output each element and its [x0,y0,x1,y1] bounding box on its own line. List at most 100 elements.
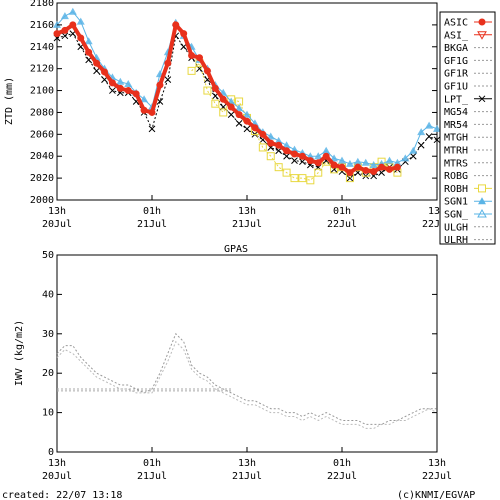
legend-label: MTRS [444,158,468,169]
data-point [283,147,291,155]
y-tick-label: 2160 [30,20,54,31]
x-tick-label-date: 21Jul [232,219,262,230]
legend-label: MTGH [444,133,468,144]
data-point [370,168,378,176]
data-point [338,156,346,164]
data-point [203,67,211,75]
legend-item-asi_: ASI_ [444,30,492,41]
legend-label: LPT_ [444,94,469,105]
data-point [172,21,180,29]
iwv-plot-frame [56,254,438,453]
created-timestamp: created: 22/07 13:18 [2,490,122,500]
data-point [346,169,354,177]
data-point [116,77,125,85]
data-point [235,111,243,119]
ztd-series-group [53,7,441,185]
iwv-panel: GPAS 0 10 20 30 40 50 13h 20Jul 01h 21Jul 13h 21Ju… [14,244,452,482]
data-point [243,110,251,118]
data-point [101,68,108,76]
data-point [259,130,267,138]
series-asic [53,20,401,177]
data-point [417,141,425,149]
data-point [227,111,235,118]
legend-marker [478,18,486,26]
legend-marker [478,197,486,205]
legend-label: MG54 [444,107,468,118]
data-point [283,152,290,160]
data-point [299,158,306,166]
y-tick-label: 2060 [30,129,54,140]
legend-item-gf1r: GF1R [444,69,492,80]
x-tick-label-date: 20Jul [42,219,72,230]
data-point [306,157,314,165]
data-point [409,152,417,160]
legend-marker [477,31,487,40]
series-sgn1 [53,7,441,168]
data-point [338,163,346,171]
data-point [386,165,393,173]
data-point [274,163,283,172]
legend-label: SGN_ [444,210,469,221]
data-point [61,26,69,34]
x-tick-label-date: 22Jul [422,219,452,230]
data-point [227,103,235,111]
data-point [93,67,100,75]
data-point [282,168,291,177]
data-point [156,81,164,89]
x-tick-label-date: 22Jul [422,471,452,482]
data-point [108,79,116,87]
legend-label: ULRH [444,235,468,246]
x-tick-label-date: 22Jul [327,471,357,482]
ztd-y-axis-label: ZTD (mm) [4,77,15,125]
legend-item-gf1g: GF1G [444,56,492,67]
data-point [93,59,101,67]
x-tick-label-time: 01h [143,206,161,217]
x-tick-label-date: 21Jul [137,219,167,230]
legend-label: GF1R [444,69,469,80]
x-tick-label-time: 13h [428,458,446,469]
data-point [354,163,362,171]
data-point [124,87,132,95]
x-tick-label-date: 21Jul [137,471,167,482]
y-tick-label: 0 [48,447,54,458]
legend-label: ROBH [444,184,468,195]
data-point [60,12,69,20]
x-tick-label-date: 21Jul [232,471,262,482]
legend-label: ULGH [444,222,468,233]
data-point [243,117,251,125]
y-tick-label: 20 [42,368,54,379]
legend-item-asic: ASIC [444,18,492,29]
data-point [306,176,315,185]
x-tick-label-time: 13h [238,206,256,217]
data-point [164,59,172,67]
iwv-y-axis-label: IWV (kg/m2) [14,320,25,386]
data-point [291,157,298,164]
data-point [235,120,243,127]
data-point [393,163,401,171]
data-point [291,150,298,158]
x-tick-label-date: 22Jul [327,219,357,230]
data-point [267,139,275,147]
legend-item-ulgh: ULGH [444,222,492,233]
legend-item-mg54: MG54 [444,107,492,118]
data-point [378,163,386,171]
y-tick-label: 2040 [30,151,54,162]
legend-item-mtgh: MTGH [444,133,492,144]
legend-label: BKGA [444,43,468,54]
data-point [322,152,330,160]
data-point [258,143,267,152]
legend-item-mtrs: MTRS [444,158,492,169]
data-point [235,104,244,112]
data-point [251,124,259,132]
legend-item-robg: ROBG [444,171,492,182]
data-point [274,136,283,144]
y-tick-label: 2080 [30,107,54,118]
data-point [68,7,77,15]
y-tick-label: 2100 [30,86,54,97]
data-point [187,66,196,75]
x-tick-label-time: 01h [333,458,351,469]
data-point [188,52,196,60]
data-point [235,97,244,106]
data-point [180,30,188,38]
